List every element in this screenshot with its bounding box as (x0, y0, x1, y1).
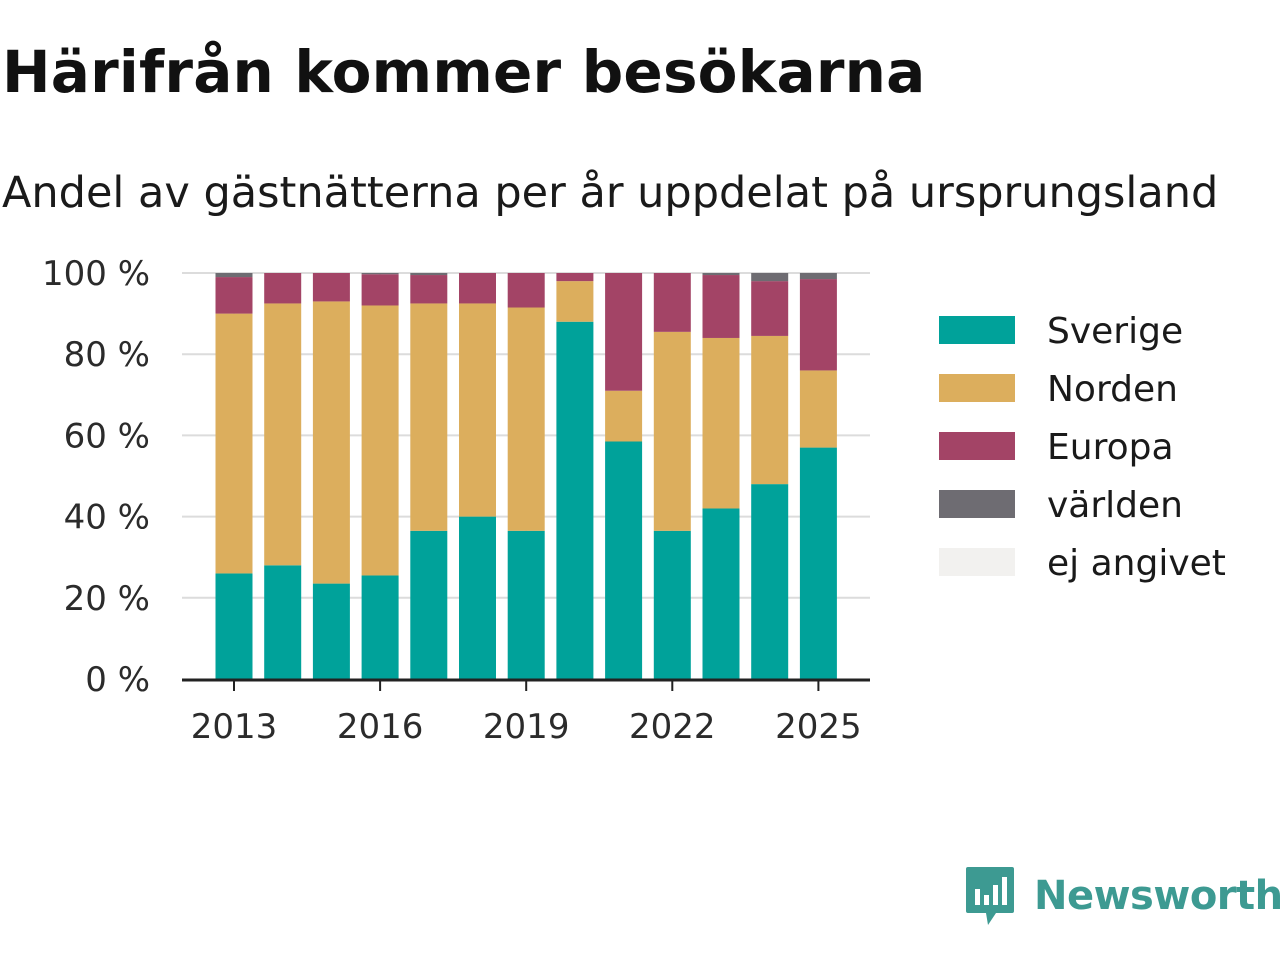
bar-segment-norden (653, 331, 691, 531)
y-tick-label: 60 % (64, 416, 150, 456)
brand-name: Newsworthy (1034, 873, 1280, 919)
bar-segment-norden (507, 307, 545, 531)
y-tick-label: 20 % (64, 579, 150, 619)
y-tick-label: 0 % (85, 660, 150, 700)
chart-subtitle: Andel av gästnätterna per år uppdelat på… (2, 168, 1219, 218)
bar-segment-europa (361, 274, 399, 306)
bar-segment-norden (215, 313, 253, 574)
x-tick-label: 2019 (483, 707, 570, 747)
bar-segment-världen (799, 273, 837, 280)
x-tick-label: 2025 (775, 707, 862, 747)
bar-segment-europa (215, 277, 253, 314)
bar-segment-sverige (410, 530, 448, 679)
bar-segment-världen (702, 273, 740, 276)
bars (215, 273, 837, 679)
y-tick-label: 40 % (64, 498, 150, 538)
x-tick-label: 2016 (337, 707, 424, 747)
bar-segment-europa (507, 273, 545, 308)
bar-segment-norden (799, 370, 837, 448)
bar-segment-sverige (507, 530, 545, 679)
x-tick-label: 2013 (191, 707, 278, 747)
legend-swatch (939, 432, 1015, 460)
bar-segment-europa (459, 273, 496, 304)
bar-segment-europa (799, 279, 837, 371)
bar-segment-sverige (361, 575, 399, 679)
legend: Sverige Norden Europa världen ej angivet (939, 311, 1226, 584)
bar-segment-europa (556, 273, 594, 282)
bar-segment-norden (459, 303, 496, 517)
bar-segment-sverige (312, 583, 350, 679)
y-tick-label: 80 % (64, 335, 150, 375)
bar-segment-sverige (556, 321, 594, 679)
bar-segment-sverige (751, 484, 789, 679)
bar-segment-norden (264, 303, 302, 566)
legend-label: världen (1047, 485, 1183, 526)
bar-segment-norden (605, 390, 643, 442)
bar-segment-norden (410, 303, 448, 531)
bar-segment-sverige (653, 530, 691, 679)
legend-swatch (939, 316, 1015, 344)
legend-swatch (939, 548, 1015, 576)
bar-segment-norden (312, 301, 350, 584)
bar-segment-världen (215, 273, 253, 278)
bar-segment-europa (751, 281, 789, 336)
chart-title: Härifrån kommer besökarna (2, 38, 926, 106)
bar-segment-världen (410, 273, 448, 276)
bar-segment-europa (264, 273, 302, 304)
bar-segment-europa (312, 273, 350, 302)
bar-chart-speech-bubble-icon (966, 867, 1014, 925)
legend-label: Sverige (1047, 311, 1183, 352)
x-tick-label: 2022 (629, 707, 716, 747)
brand-logo: Newsworthy (964, 864, 1280, 928)
bar-segment-sverige (215, 573, 253, 679)
bar-segment-norden (751, 335, 789, 485)
bar-segment-sverige (799, 447, 837, 679)
bar-segment-norden (361, 305, 399, 576)
bar-segment-europa (605, 273, 643, 391)
legend-label: Norden (1047, 369, 1178, 410)
bar-segment-världen (361, 273, 399, 275)
axes: 0 % 20 % 40 % 60 % 80 % 100 % 2013 2016 2019 2022… (42, 254, 870, 747)
legend-swatch (939, 374, 1015, 402)
legend-swatch (939, 490, 1015, 518)
bar-segment-sverige (459, 516, 496, 679)
bar-segment-norden (556, 281, 594, 322)
y-tick-label: 100 % (42, 254, 150, 294)
legend-label: ej angivet (1047, 543, 1226, 584)
legend-label: Europa (1047, 427, 1174, 468)
bar-segment-sverige (702, 508, 740, 679)
bar-segment-europa (653, 273, 691, 332)
bar-segment-europa (702, 275, 740, 338)
bar-segment-europa (410, 275, 448, 304)
bar-segment-världen (751, 273, 789, 282)
bar-segment-sverige (605, 441, 643, 679)
bar-segment-norden (702, 337, 740, 509)
bar-segment-sverige (264, 565, 302, 679)
